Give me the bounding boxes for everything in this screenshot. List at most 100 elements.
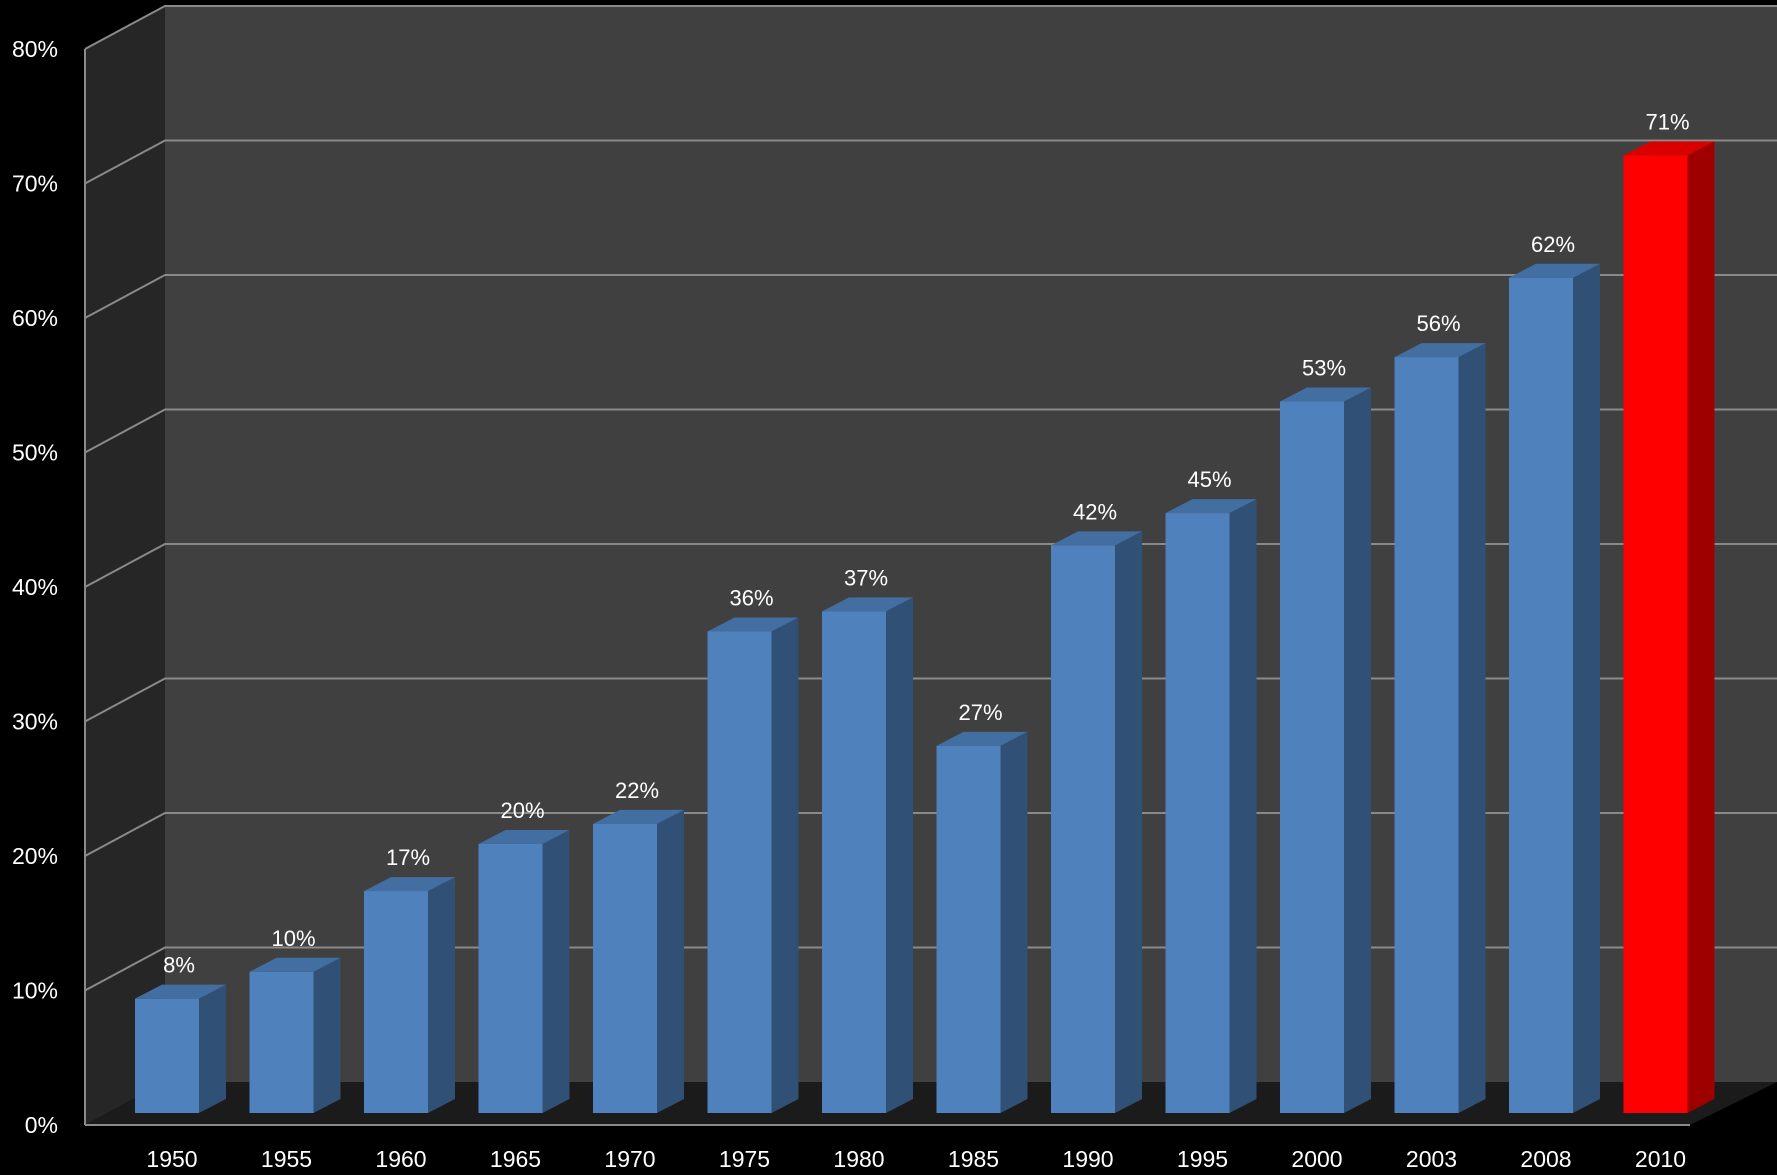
- bar-front: [593, 823, 657, 1113]
- bar-side: [1115, 531, 1142, 1113]
- bar: [707, 617, 799, 1113]
- data-label: 56%: [1416, 311, 1460, 336]
- x-tick-label: 1960: [375, 1146, 426, 1172]
- bar-side: [428, 877, 455, 1113]
- y-tick-label: 30%: [12, 709, 58, 735]
- bar-side: [1573, 263, 1600, 1113]
- x-tick-label: 2000: [1291, 1146, 1342, 1172]
- bar-front: [822, 611, 886, 1113]
- bar-top: [822, 597, 913, 612]
- x-tick-label: 1950: [146, 1146, 197, 1172]
- bar-front: [936, 745, 1001, 1113]
- gridline: [84, 139, 1777, 185]
- x-tick-label: 1955: [261, 1146, 312, 1172]
- bar-side: [1344, 387, 1371, 1113]
- bar-front: [1051, 545, 1115, 1113]
- bar-top: [593, 809, 684, 824]
- bar: [1051, 531, 1142, 1113]
- y-tick-label: 0%: [25, 1112, 58, 1138]
- bar-side: [1458, 343, 1486, 1113]
- bar-side: [657, 809, 684, 1113]
- y-axis: 0% 10% 20% 30% 40% 50% 60% 70% 80%: [12, 36, 1690, 1138]
- bar: [822, 597, 913, 1113]
- bar-front: [135, 998, 199, 1113]
- bar-top: [1509, 263, 1600, 278]
- data-label: 27%: [958, 700, 1002, 725]
- bar-side: [542, 830, 570, 1113]
- bar-side: [1687, 141, 1715, 1114]
- bar-side: [771, 617, 799, 1113]
- bar-front: [707, 631, 772, 1113]
- bar-side: [1229, 499, 1257, 1113]
- bar-side: [1000, 731, 1028, 1113]
- bar: [249, 957, 341, 1113]
- bar-side: [199, 984, 226, 1113]
- x-tick-label: 1975: [719, 1146, 770, 1172]
- bar: [1394, 343, 1486, 1113]
- y-tick-label: 80%: [12, 36, 58, 62]
- data-label: 36%: [729, 585, 773, 610]
- data-label: 10%: [271, 926, 315, 951]
- bar-front: [1280, 401, 1344, 1113]
- data-label: 8%: [163, 953, 195, 978]
- bar-top: [478, 830, 570, 844]
- x-tick-label: 1970: [604, 1146, 655, 1172]
- y-tick-label: 20%: [12, 843, 58, 869]
- bar: [364, 877, 455, 1113]
- y-tick-label: 40%: [12, 574, 58, 600]
- bar-front: [364, 891, 428, 1113]
- bar: [1165, 499, 1257, 1113]
- bar: [1280, 387, 1371, 1113]
- bar: [135, 984, 226, 1113]
- bar-top: [1394, 343, 1486, 358]
- y-tick-label: 70%: [12, 171, 58, 197]
- bar-top: [364, 877, 455, 892]
- gridline: [84, 408, 1777, 454]
- data-label: 71%: [1645, 109, 1689, 134]
- bar-top: [1051, 531, 1142, 546]
- x-tick-label: 1995: [1177, 1146, 1228, 1172]
- data-label: 20%: [500, 798, 544, 823]
- data-label: 37%: [844, 565, 888, 590]
- bar: [593, 809, 684, 1113]
- x-tick-label: 1980: [833, 1146, 884, 1172]
- x-tick-label: 2003: [1406, 1146, 1457, 1172]
- bar-top: [707, 617, 799, 632]
- x-tick-label: 2008: [1520, 1146, 1571, 1172]
- bar-top: [936, 731, 1028, 746]
- y-tick-label: 50%: [12, 440, 58, 466]
- y-tick-label: 10%: [12, 978, 58, 1004]
- bar-top: [1165, 499, 1257, 514]
- bar-front: [1623, 155, 1688, 1114]
- bar-front: [249, 971, 314, 1113]
- data-label: 42%: [1073, 499, 1117, 524]
- bar-front: [478, 844, 543, 1113]
- bar: [1509, 263, 1600, 1113]
- data-label: 53%: [1302, 355, 1346, 380]
- x-tick-label: 1990: [1062, 1146, 1113, 1172]
- data-label: 17%: [386, 845, 430, 870]
- bar-side: [313, 957, 341, 1113]
- bar: [478, 830, 570, 1113]
- data-label: 62%: [1531, 232, 1575, 257]
- data-label: 22%: [615, 778, 659, 803]
- x-tick-label: 1985: [948, 1146, 999, 1172]
- bar-top: [1280, 387, 1371, 402]
- bar-front: [1509, 277, 1573, 1113]
- data-label: 45%: [1187, 467, 1231, 492]
- bar: [936, 731, 1028, 1113]
- gridline: [84, 274, 1777, 319]
- bars: [135, 141, 1715, 1114]
- data-labels: 8% 10% 17% 20% 22% 36% 37% 27% 42% 45% 53% 56% 62% 71…: [163, 109, 1689, 977]
- bar-front: [1394, 357, 1459, 1113]
- bar-front: [1165, 513, 1230, 1113]
- y-tick-label: 60%: [12, 305, 58, 331]
- bar-top: [1623, 141, 1715, 156]
- x-tick-label: 1965: [490, 1146, 541, 1172]
- bar-top: [135, 984, 226, 999]
- bar-side: [886, 597, 913, 1113]
- bar: [1623, 141, 1715, 1114]
- gridline: [84, 5, 1777, 50]
- x-axis: 1950 1955 1960 1965 1970 1975 1980 1985 1990 1995…: [146, 1146, 1686, 1172]
